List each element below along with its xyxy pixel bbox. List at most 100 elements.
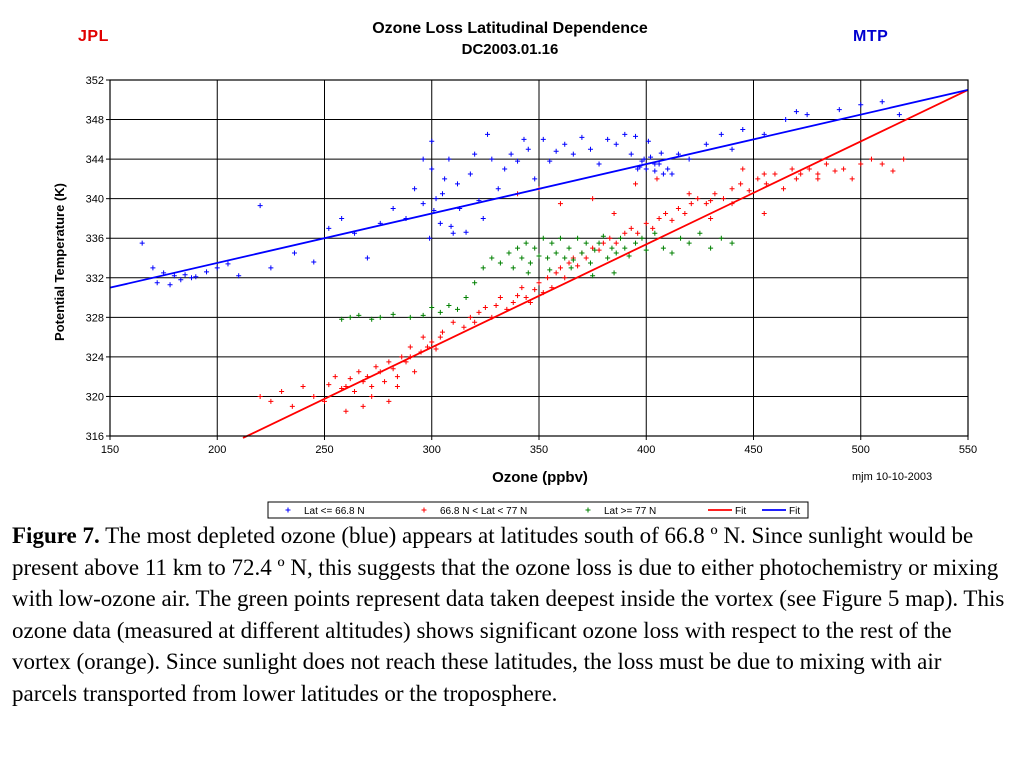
data-point [761, 171, 767, 177]
data-point [433, 346, 439, 352]
data-point [506, 250, 512, 256]
data-point [515, 293, 521, 299]
data-point [523, 295, 529, 301]
data-point [628, 225, 634, 231]
data-point [695, 196, 701, 202]
data-point [515, 245, 521, 251]
legend-plus-symbol [285, 507, 291, 513]
data-point [596, 240, 602, 246]
data-point [536, 253, 542, 259]
data-point [407, 344, 413, 350]
data-point [596, 161, 602, 167]
data-point [890, 168, 896, 174]
x-tick-label: 350 [530, 444, 548, 456]
data-point [703, 141, 709, 147]
data-point [390, 311, 396, 317]
data-point [536, 280, 542, 286]
data-point [669, 171, 675, 177]
data-point [755, 176, 761, 182]
data-point [648, 154, 654, 160]
data-point [437, 334, 443, 340]
data-point [521, 136, 527, 142]
data-point [171, 273, 177, 279]
y-tick-label: 316 [86, 431, 104, 443]
data-point [356, 369, 362, 375]
data-point [472, 151, 478, 157]
data-point [482, 304, 488, 310]
data-point [665, 166, 671, 172]
data-point [373, 364, 379, 370]
data-point [622, 131, 628, 137]
data-point [562, 275, 568, 281]
data-point [622, 245, 628, 251]
y-tick-label: 332 [86, 273, 104, 285]
data-point [540, 136, 546, 142]
data-point [461, 324, 467, 330]
data-point [549, 240, 555, 246]
data-point [570, 257, 576, 263]
legend-entry-label: Fit [735, 506, 746, 517]
data-point [663, 211, 669, 216]
data-point [448, 223, 454, 229]
data-point [613, 240, 619, 246]
data-point [836, 107, 842, 113]
data-point [718, 235, 724, 241]
data-point [600, 240, 606, 246]
data-point [167, 282, 173, 288]
data-point [660, 171, 666, 177]
data-point [553, 148, 559, 154]
data-point [502, 166, 508, 172]
data-point [605, 255, 611, 261]
data-point [738, 181, 744, 187]
data-point [497, 295, 503, 301]
y-tick-label: 320 [86, 391, 104, 403]
data-point [364, 255, 370, 261]
data-point [570, 151, 576, 157]
data-point [508, 151, 514, 157]
y-tick-label: 344 [86, 154, 104, 166]
data-point [390, 366, 396, 372]
data-point [394, 384, 400, 390]
x-tick-label: 250 [315, 444, 333, 456]
data-point [781, 186, 787, 192]
data-point [347, 314, 353, 320]
data-point [557, 265, 563, 271]
x-tick-label: 150 [101, 444, 119, 456]
data-point [311, 259, 317, 265]
data-point [772, 171, 778, 177]
data-point [896, 112, 902, 118]
data-point [579, 250, 585, 256]
data-point [789, 166, 795, 172]
data-point [356, 312, 362, 318]
data-point [688, 201, 694, 207]
data-point [382, 379, 388, 385]
data-point [600, 233, 606, 239]
x-tick-label: 450 [744, 444, 762, 456]
fit-layer [109, 89, 969, 439]
legend: Lat <= 66.8 N 66.8 N < Lat < 77 N Lat >= 7… [267, 501, 809, 519]
x-tick-label: 550 [959, 444, 977, 456]
data-point [609, 245, 615, 251]
data-point [257, 203, 263, 209]
data-point [433, 196, 439, 202]
data-point [489, 255, 495, 261]
data-point [633, 181, 639, 187]
data-point [675, 206, 681, 212]
data-point [611, 211, 617, 216]
data-point [540, 235, 546, 241]
data-point [562, 141, 568, 147]
data-point [656, 161, 662, 167]
x-tick-label: 500 [852, 444, 870, 456]
data-point [291, 250, 297, 256]
data-point [645, 138, 651, 144]
data-point [386, 398, 392, 404]
data-point [523, 240, 529, 246]
data-point [495, 186, 501, 192]
data-point [590, 273, 596, 279]
data-point [339, 316, 345, 322]
data-point [178, 277, 184, 283]
data-point [557, 201, 563, 207]
data-point [652, 230, 658, 236]
data-point [510, 300, 516, 305]
data-point [289, 403, 295, 409]
